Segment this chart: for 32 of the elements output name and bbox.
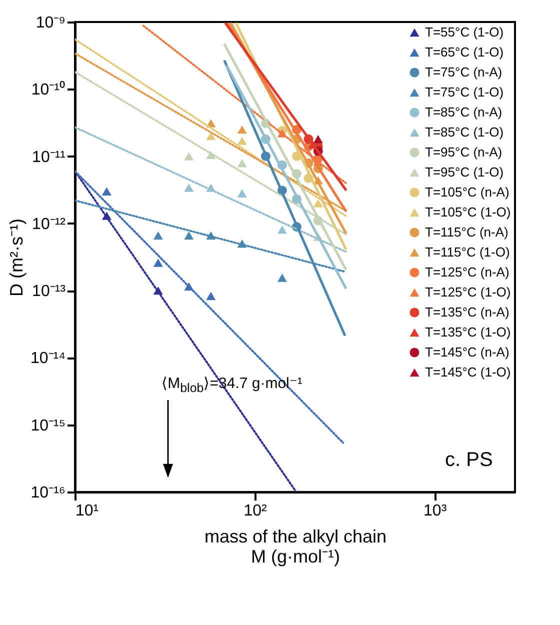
- y-tick-label: 10⁻¹¹: [32, 148, 66, 166]
- x-tick-label: 10²: [244, 502, 268, 520]
- x-tick-label: 10¹: [76, 502, 99, 520]
- y-tick-label: 10⁻¹⁶: [30, 484, 66, 502]
- legend-label: T=115°C (n-A): [425, 224, 508, 240]
- legend-label: T=75°C (n-A): [425, 64, 502, 80]
- legend-label: T=95°C (n-A): [425, 144, 502, 160]
- legend-label: T=65°C (1-O): [425, 44, 504, 60]
- x-tick-label: 10³: [424, 502, 448, 520]
- legend-label: T=85°C (n-A): [425, 104, 502, 120]
- legend-label: T=125°C (n-A): [425, 264, 510, 280]
- legend-label: T=95°C (1-O): [425, 164, 504, 180]
- x-axis-title: mass of the alkyl chain M (g·mol⁻¹): [204, 526, 387, 566]
- annotation: c. PS: [445, 449, 493, 472]
- legend-label: T=55°C (1-O): [425, 24, 504, 40]
- legend-label: T=105°C (1-O): [425, 204, 511, 220]
- y-tick-label: 10⁻¹²: [32, 216, 66, 233]
- legend-label: T=125°C (1-O): [425, 284, 511, 300]
- legend-label: T=75°C (1-O): [425, 84, 504, 100]
- legend-label: T=135°C (1-O): [425, 324, 511, 340]
- y-tick-label: 10⁻⁹: [36, 14, 66, 32]
- legend-label: T=115°C (1-O): [425, 244, 510, 260]
- legend-label: T=145°C (n-A): [425, 344, 510, 360]
- legend-label: T=135°C (n-A): [425, 304, 510, 320]
- legend-label: T=145°C (1-O): [425, 364, 511, 380]
- y-tick-label: 10⁻¹³: [32, 283, 66, 300]
- legend-label: T=85°C (1-O): [425, 124, 504, 140]
- y-tick-label: 10⁻¹⁴: [30, 350, 66, 368]
- y-tick-label: 10⁻¹⁵: [30, 417, 66, 434]
- y-tick-label: 10⁻¹⁰: [31, 80, 66, 99]
- legend-label: T=105°C (n-A): [425, 184, 510, 200]
- y-axis-title: D (m²·s⁻¹): [6, 218, 26, 296]
